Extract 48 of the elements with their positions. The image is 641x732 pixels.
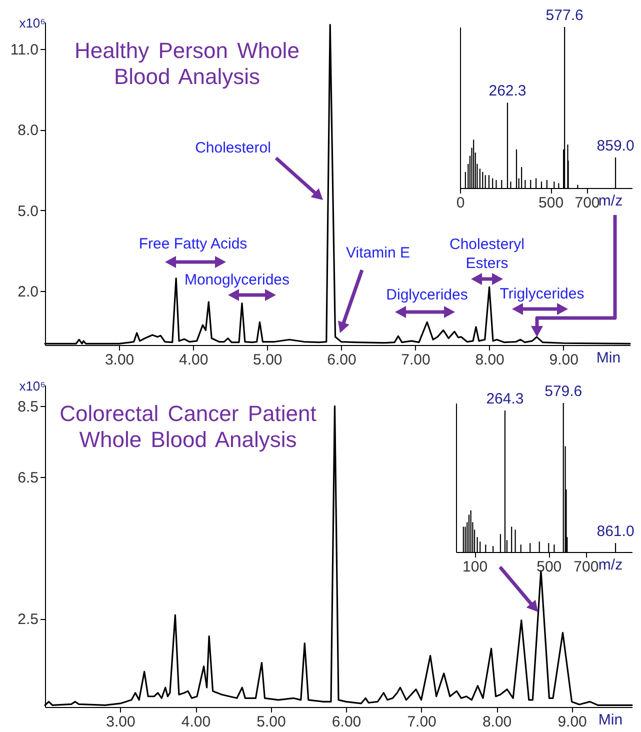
y-tick-label: 2.5 (18, 611, 38, 628)
x-axis-title: Min (598, 712, 623, 728)
text: Colorectal Cancer Patient Whole Blood Analysis (58, 401, 318, 453)
x-axis-title: Min (596, 350, 621, 366)
x-tick-label: 9.00 (549, 352, 578, 368)
y-tick-label: 8.5 (18, 398, 38, 416)
y-tick-label: 5.0 (18, 202, 38, 220)
x-tick-label: 500 (536, 558, 562, 576)
y-tick-label: 6.5 (18, 470, 38, 486)
annotation: Free Fatty Acids (138, 234, 248, 254)
annotation: Cholesteryl Esters (448, 235, 526, 273)
y-axis-title: x10⁶ (19, 16, 46, 30)
x-tick-label: 700 (574, 194, 600, 212)
x-axis-title: m/z (598, 192, 623, 210)
x-tick-label: 3.00 (104, 352, 134, 368)
annotation: 579.6 (544, 383, 582, 400)
x-tick-label: 4.00 (179, 352, 208, 368)
annotation: Cholesterol (195, 138, 271, 158)
x-tick-label: 3.00 (106, 714, 136, 730)
y-tick-label: 8.0 (18, 122, 38, 140)
x-tick-label: 6.00 (327, 352, 356, 368)
x-tick-label: 100 (462, 558, 488, 576)
x-tick-label: 500 (538, 194, 564, 212)
y-tick-label: 2.0 (18, 284, 38, 301)
annotation: 264.3 (486, 390, 524, 408)
x-tick-label: 8.00 (482, 714, 512, 730)
annotation: Monoglycerides (184, 270, 290, 290)
annotation: 577.6 (546, 7, 584, 24)
x-tick-label: 0 (456, 194, 465, 212)
y-axis-title: x10⁶ (19, 378, 46, 394)
text: Healthy Person Whole Blood Analysis (74, 38, 300, 90)
annotation: Triglycerides (500, 284, 584, 304)
x-tick-label: 5.00 (256, 714, 286, 730)
y-tick-label: 11.0 (10, 41, 38, 58)
x-tick-label: 700 (574, 558, 599, 576)
x-tick-label: 4.00 (181, 714, 211, 730)
x-tick-label: 7.00 (407, 714, 436, 730)
x-tick-label: 6.00 (332, 714, 362, 730)
annotation: 262.3 (488, 82, 526, 100)
x-tick-label: 5.00 (253, 352, 282, 368)
x-tick-label: 9.00 (558, 714, 587, 730)
annotation: 859.0 (596, 137, 634, 154)
annotation: Diglycerides (386, 286, 468, 304)
x-tick-label: 8.00 (475, 352, 504, 368)
x-tick-label: 7.00 (401, 352, 430, 368)
annotation: 861.0 (596, 523, 634, 540)
annotation: Vitamin E (346, 244, 410, 262)
x-axis-title: m/z (598, 556, 623, 574)
